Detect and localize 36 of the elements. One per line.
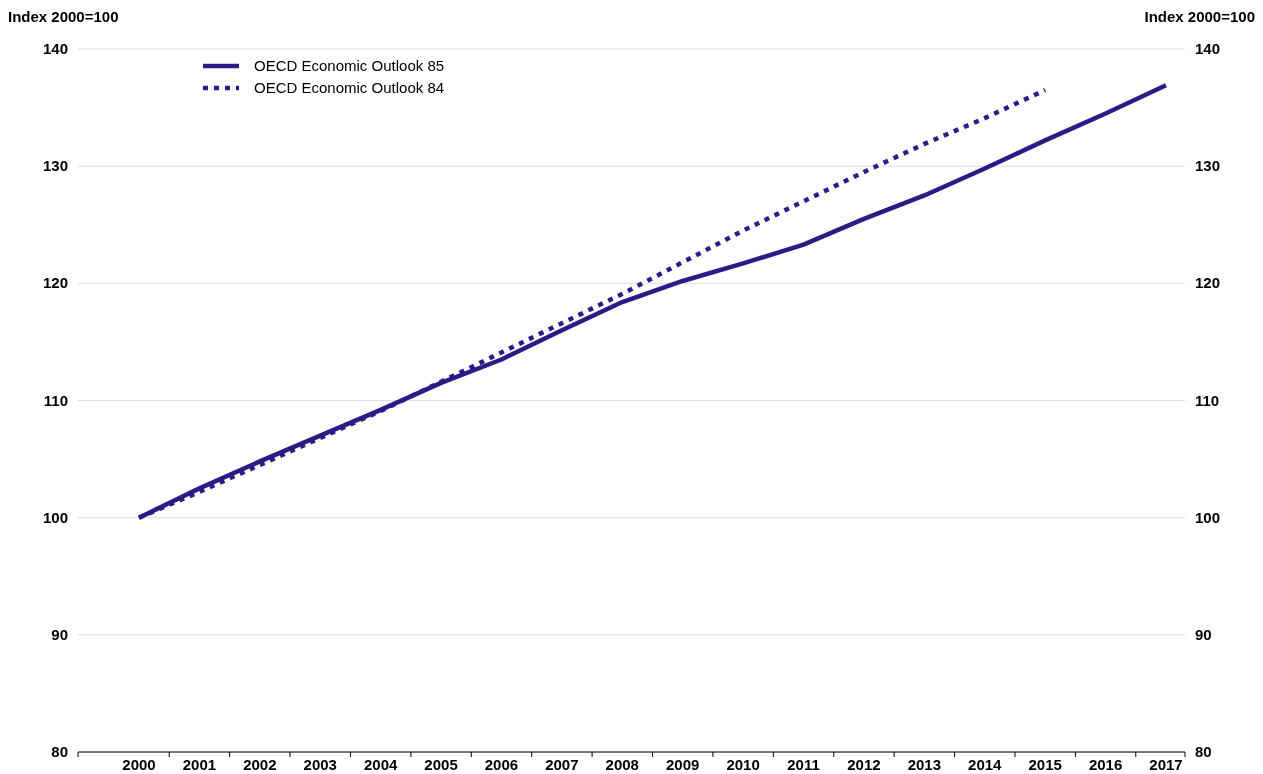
x-tick-label: 2007	[545, 756, 579, 773]
x-tick-label: 2016	[1088, 756, 1123, 773]
y2-tick-label: 140	[1195, 40, 1221, 57]
x-tick-label: 2003	[303, 756, 337, 773]
y2-axis-title: Index 2000=100	[1144, 8, 1255, 25]
y-tick-label: 110	[43, 391, 68, 409]
x-tick-label: 2015	[1028, 756, 1062, 773]
legend-label: OECD Economic Outlook 84	[254, 79, 445, 96]
x-tick-label: 2012	[847, 756, 881, 773]
legend-label: OECD Economic Outlook 85	[254, 57, 445, 74]
x-tick-label: 2008	[605, 756, 639, 773]
x-tick-label: 2005	[424, 756, 458, 773]
x-tick-label: 2013	[907, 756, 942, 773]
y-axis-title: Index 2000=100	[8, 8, 119, 25]
y-tick-label: 90	[51, 625, 68, 643]
y2-tick-label: 110	[1195, 391, 1220, 409]
x-tick-label: 2000	[122, 756, 156, 773]
y-tick-label: 100	[42, 508, 68, 526]
y-tick-label: 80	[51, 743, 68, 760]
x-tick-label: 2009	[666, 756, 700, 773]
y-tick-label: 120	[42, 274, 68, 292]
y-tick-label: 140	[42, 40, 68, 57]
x-tick-label: 2004	[363, 756, 398, 773]
x-tick-label: 2002	[243, 756, 277, 773]
x-tick-label: 2006	[484, 756, 519, 773]
y2-tick-label: 130	[1195, 157, 1221, 175]
x-tick-label: 2014	[968, 756, 1003, 773]
y2-tick-label: 90	[1195, 625, 1212, 643]
x-tick-label: 2017	[1149, 756, 1183, 773]
y-tick-label: 130	[42, 157, 68, 175]
x-tick-label: 2001	[182, 756, 217, 773]
x-tick-label: 2011	[787, 756, 820, 773]
y2-tick-label: 80	[1195, 743, 1212, 760]
x-tick-label: 2010	[726, 756, 760, 773]
y2-tick-label: 100	[1195, 508, 1221, 526]
y2-tick-label: 120	[1195, 274, 1221, 292]
